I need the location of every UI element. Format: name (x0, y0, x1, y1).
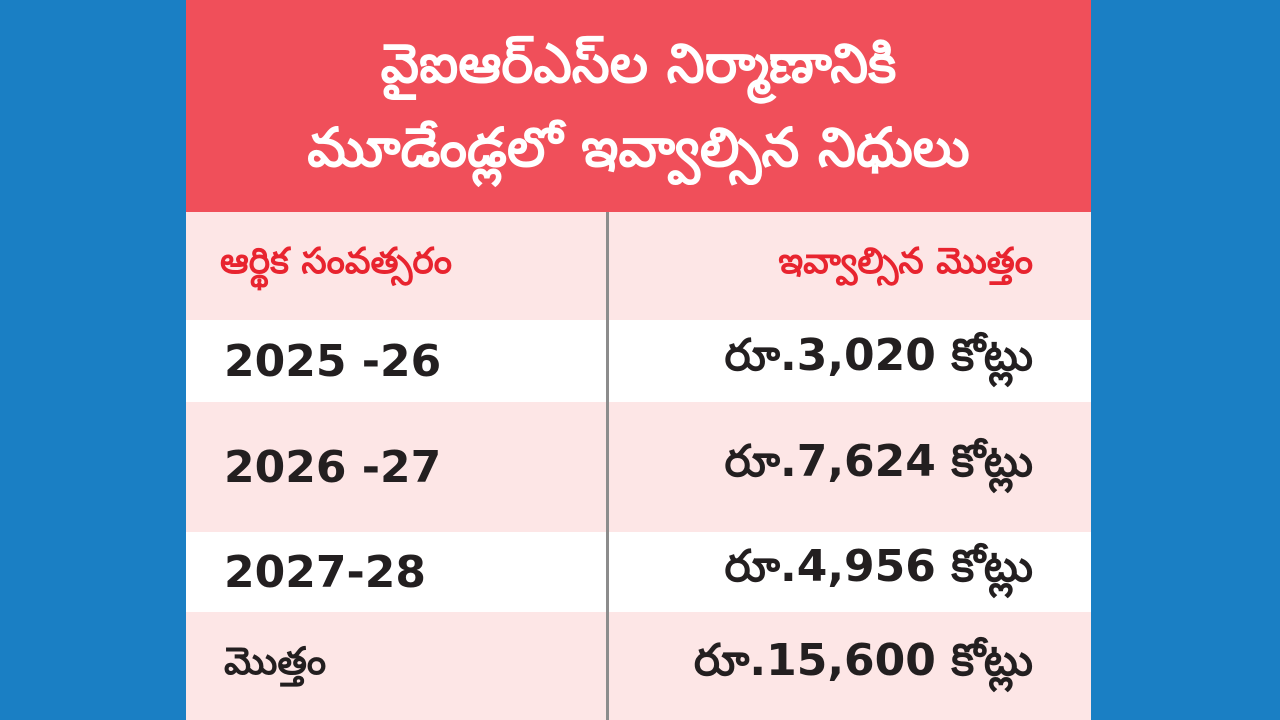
row-year: 2027-28 (224, 546, 426, 598)
total-amount: రూ.15,600 కోట్లు (693, 635, 1033, 686)
row-amount: రూ.3,020 కోట్లు (724, 330, 1034, 381)
title-line-1: వైఐఆర్‌ఎస్‌ల నిర్మాణానికి (380, 32, 897, 95)
funds-table-card: వైఐఆర్‌ఎస్‌ల నిర్మాణానికి మూడేండ్లలో ఇవ్… (186, 0, 1091, 720)
table-row: 2027-28 రూ.4,956 కోట్లు (186, 532, 1091, 612)
row-amount: రూ.7,624 కోట్లు (724, 436, 1034, 487)
row-year: 2026 -27 (224, 441, 442, 493)
column-header-amount: ఇవ్వాల్సిన మొత్తం (778, 241, 1033, 282)
table-header-row: ఆర్థిక సంవత్సరం ఇవ్వాల్సిన మొత్తం (186, 212, 1091, 320)
row-year: 2025 -26 (224, 335, 442, 387)
column-header-fiscal-year: ఆర్థిక సంవత్సరం (220, 241, 452, 282)
title-banner: వైఐఆర్‌ఎస్‌ల నిర్మాణానికి మూడేండ్లలో ఇవ్… (186, 0, 1091, 212)
table-row: 2026 -27 రూ.7,624 కోట్లు (186, 402, 1091, 532)
table-row: 2025 -26 రూ.3,020 కోట్లు (186, 320, 1091, 402)
total-label: మొత్తం (224, 639, 327, 683)
column-divider (606, 212, 609, 720)
row-amount: రూ.4,956 కోట్లు (724, 541, 1034, 592)
title-line-2: మూడేండ్లలో ఇవ్వాల్సిన నిధులు (307, 116, 970, 179)
table-total-row: మొత్తం రూ.15,600 కోట్లు (186, 612, 1091, 720)
